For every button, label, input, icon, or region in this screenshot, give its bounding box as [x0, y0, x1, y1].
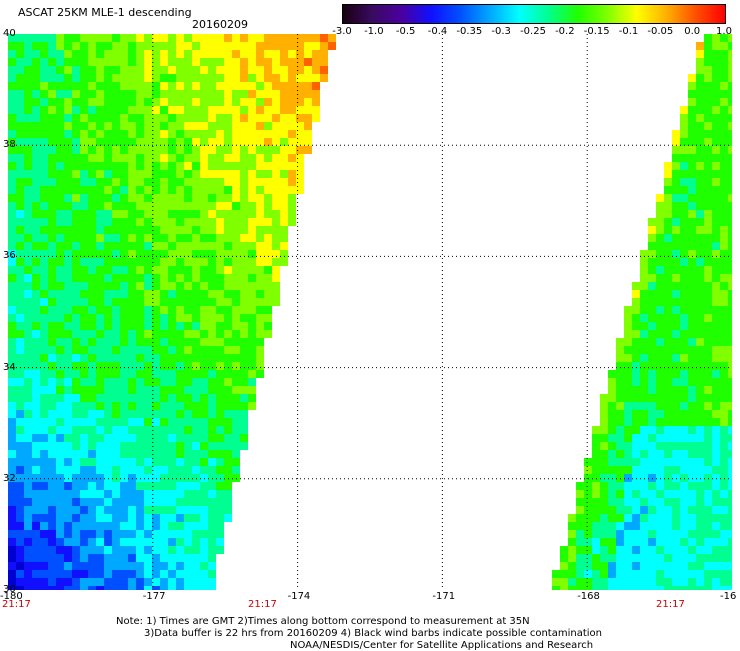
- colorbar-tick-label: -0.35: [456, 26, 483, 37]
- colorbar-tick-label: -0.2: [555, 26, 575, 37]
- latitude-tick-label: 36: [3, 250, 16, 262]
- pass-time-label: 21:17: [248, 599, 277, 610]
- colorbar-tick-label: -0.25: [520, 26, 546, 37]
- note-line-1: Note: 1) Times are GMT 2)Times along bot…: [116, 616, 530, 627]
- colorbar-tick-label: 0.0: [684, 26, 701, 37]
- swath-cells: [8, 34, 732, 590]
- pass-time-label: 21:17: [656, 599, 685, 610]
- latitude-tick-label: 34: [3, 361, 16, 373]
- swath-map-canvas: [8, 34, 732, 590]
- colorbar-tick-label: -3.0: [332, 26, 352, 37]
- longitude-tick-label: -177: [142, 591, 166, 602]
- colorbar-tick-label: -0.05: [647, 26, 674, 37]
- longitude-tick-label: -174: [287, 591, 311, 602]
- latitude-tick-label: 32: [3, 472, 16, 484]
- colorbar-tick-label: -0.15: [583, 26, 610, 37]
- longitude-tick-label: -171: [432, 591, 456, 602]
- colorbar-tick-label: -0.5: [395, 26, 416, 37]
- latitude-tick-label: 30: [3, 584, 16, 595]
- colorbar-tick-label: 1.0: [716, 26, 732, 37]
- colorbar: [342, 4, 726, 24]
- colorbar-labels: -3.0 -1.0 -0.5 -0.4 -0.35 -0.3 -0.25 -0.2 -0.15-…: [0, 26, 740, 40]
- colorbar-tick-label: -0.1: [618, 26, 639, 37]
- map-title: ASCAT 25KM MLE-1 descending: [18, 6, 192, 19]
- colorbar-tick-label: -0.3: [491, 26, 511, 37]
- longitude-tick-label: -168: [577, 591, 600, 602]
- latitude-tick-label: 40: [3, 28, 16, 39]
- colorbar-tick-label: -0.4: [427, 26, 448, 37]
- longitude-tick-label: -180: [0, 591, 23, 602]
- colorbar-tick-label: -1.0: [364, 26, 384, 37]
- longitude-tick-label: -16: [720, 591, 737, 602]
- pass-time-label: 21:17: [2, 599, 31, 610]
- swath-map: [8, 34, 732, 590]
- note-line-2: 3)Data buffer is 22 hrs from 20160209 4)…: [144, 628, 602, 639]
- map-date: 20160209: [192, 18, 248, 31]
- graticule: [8, 34, 732, 590]
- latitude-tick-label: 38: [3, 139, 16, 151]
- note-line-3: NOAA/NESDIS/Center for Satellite Applica…: [290, 640, 594, 651]
